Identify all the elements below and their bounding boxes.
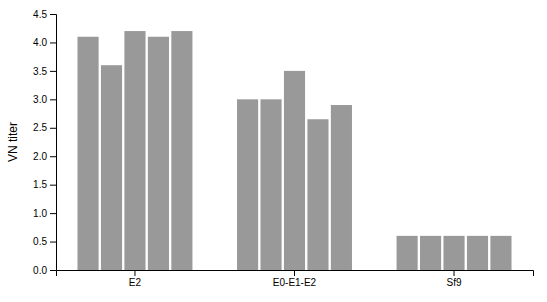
tick-mark (50, 185, 56, 186)
tick: Sf9 (447, 270, 462, 288)
axis-line (50, 15, 57, 271)
bar (467, 236, 488, 270)
tick-mark (50, 270, 56, 271)
tick-label: 4.5 (33, 9, 47, 20)
tick: E2 (129, 270, 142, 288)
tick-label: 3.0 (33, 94, 47, 105)
bars (77, 31, 511, 270)
y-axis: 0.0 0.5 1.0 1.5 2.0 2.5 3.0 3.5 4.0 4.5 (33, 9, 56, 276)
bar (420, 236, 441, 270)
tick-mark (50, 14, 56, 15)
tick: 3.5 (33, 66, 56, 77)
tick-label: E0-E1-E2 (273, 277, 317, 288)
bar (77, 37, 98, 270)
tick-mark (50, 156, 56, 157)
tick-mark (454, 270, 455, 276)
tick-label: Sf9 (447, 277, 462, 288)
tick-label: E2 (129, 277, 142, 288)
tick: 3.0 (33, 94, 56, 105)
bar (171, 31, 192, 270)
bar (490, 236, 511, 270)
tick-label: 0.5 (33, 236, 47, 247)
tick: 2.5 (33, 122, 56, 133)
tick-label: 1.5 (33, 179, 47, 190)
tick-mark (50, 242, 56, 243)
tick: 1.5 (33, 179, 56, 190)
tick-mark (134, 270, 135, 276)
tick-mark (50, 71, 56, 72)
tick-mark (50, 42, 56, 43)
bar (237, 99, 258, 270)
tick-label: 3.5 (33, 66, 47, 77)
chart: 0.0 0.5 1.0 1.5 2.0 2.5 3.0 3.5 4.0 4.5 E2 E0-E1-E2… (0, 0, 547, 302)
x-axis: E2 E0-E1-E2 Sf9 (57, 270, 534, 288)
bar (331, 105, 352, 270)
tick: 0.0 (33, 265, 56, 276)
bar (397, 236, 418, 270)
tick-label: 1.0 (33, 208, 47, 219)
tick: 4.5 (33, 9, 56, 20)
tick-mark (294, 270, 295, 276)
tick: 1.0 (33, 208, 56, 219)
tick: 0.5 (33, 236, 56, 247)
tick-label: 2.5 (33, 122, 47, 133)
tick-mark (50, 99, 56, 100)
tick: E0-E1-E2 (273, 270, 317, 288)
bar (148, 37, 169, 270)
tick-label: 4.0 (33, 37, 47, 48)
tick-mark (50, 128, 56, 129)
axis-line (57, 271, 534, 277)
bar (307, 119, 328, 270)
tick: 2.0 (33, 151, 56, 162)
plot: 0.0 0.5 1.0 1.5 2.0 2.5 3.0 3.5 4.0 4.5 E2 E0-E1-E2… (33, 9, 533, 288)
bar (443, 236, 464, 270)
tick-label: 2.0 (33, 151, 47, 162)
bar (284, 71, 305, 270)
tick: 4.0 (33, 37, 56, 48)
bar (260, 99, 281, 270)
y-axis-title: VN titer (6, 122, 20, 162)
bar (101, 65, 122, 270)
tick-label: 0.0 (33, 265, 47, 276)
bar (124, 31, 145, 270)
tick-mark (50, 213, 56, 214)
